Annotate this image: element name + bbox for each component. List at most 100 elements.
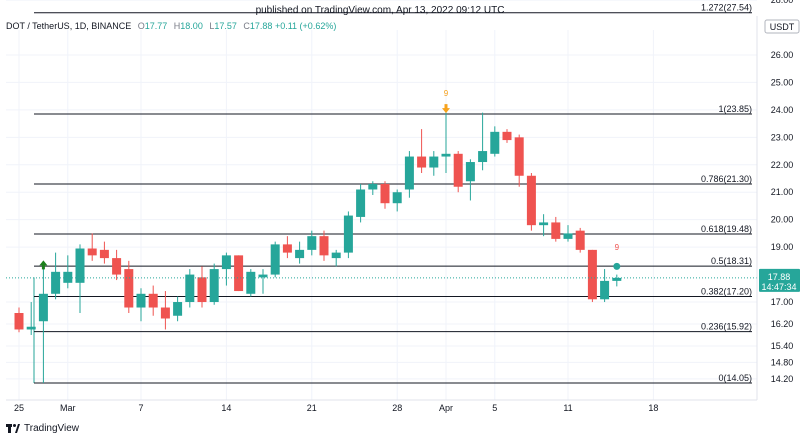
- candle-up: [209, 269, 219, 303]
- y-tick-label: 20.00: [771, 215, 794, 225]
- candle-up: [185, 274, 195, 303]
- candle-down: [234, 255, 244, 292]
- x-tick-label: 14: [221, 403, 231, 413]
- candle-down: [197, 277, 207, 303]
- candle-up: [136, 293, 146, 308]
- x-tick-label: 28: [392, 403, 402, 413]
- x-tick-label: 11: [563, 403, 572, 413]
- change-value: +0.11 (+0.62%): [274, 21, 337, 31]
- candle-down: [417, 156, 427, 168]
- candle-up: [429, 156, 439, 168]
- grid-lines: [6, 0, 757, 400]
- candle-down: [575, 230, 585, 250]
- y-tick-label: 26.00: [771, 50, 794, 60]
- close-label: C: [243, 21, 250, 31]
- x-tick-label: Apr: [439, 403, 453, 413]
- x-tick-label: Mar: [60, 403, 76, 413]
- candles: [6, 104, 757, 383]
- fib-level-label: 0.786(21.30): [701, 174, 752, 184]
- candle-up: [563, 233, 573, 239]
- fibonacci-retracement[interactable]: 1.272(27.54) 1(23.85) 0.786(21.30) 0.618(19…: [33, 3, 752, 384]
- candle-up: [441, 153, 451, 157]
- high-label: H: [173, 21, 181, 31]
- open-label: O: [137, 21, 145, 31]
- x-tick-label: 18: [648, 403, 658, 413]
- axes: 25 Mar 7 14 21 28 Apr 5 11 18 14.20 14.80 15.40 16.20…: [6, 0, 800, 413]
- tradingview-logo-icon: [6, 424, 20, 433]
- candle-down: [282, 244, 292, 253]
- candle-down: [87, 248, 97, 256]
- candle-down: [380, 183, 390, 204]
- y-tick-label: 21.00: [771, 187, 794, 197]
- candle-up: [490, 131, 500, 154]
- symbol-legend: DOT / TetherUS, 1D, BINANCE O17.77 H18.0…: [6, 21, 336, 31]
- candle-down: [148, 293, 158, 308]
- candle-up: [63, 271, 73, 283]
- close-value: 17.88: [249, 21, 273, 31]
- legend-symbol[interactable]: DOT / TetherUS, 1D, BINANCE: [6, 21, 132, 31]
- published-caption: published on TradingView.com, Apr 13, 20…: [255, 5, 505, 16]
- candle-down: [502, 131, 512, 141]
- candle-up: [612, 277, 622, 281]
- y-tick-label: 17.00: [771, 297, 794, 307]
- candle-down: [453, 153, 463, 187]
- td-sequential-count: 9: [615, 243, 620, 252]
- price-badge-box: [759, 268, 800, 292]
- fib-level-label: 0.5(18.31): [711, 256, 752, 266]
- y-tick-label: 23.00: [771, 132, 794, 142]
- candle-down: [112, 258, 122, 275]
- y-tick-label: 15.40: [771, 341, 794, 351]
- candle-up: [331, 252, 341, 259]
- candle-down: [99, 249, 109, 259]
- y-tick-label: 24.00: [771, 105, 794, 115]
- candle-up: [246, 271, 256, 294]
- candle-up: [356, 189, 366, 217]
- candle-up: [404, 156, 414, 190]
- candle-up: [270, 244, 280, 275]
- price-badge-value: 17.88: [768, 272, 791, 282]
- candle-up: [75, 248, 85, 283]
- open-value: 17.77: [144, 21, 168, 31]
- x-tick-label: 7: [138, 403, 143, 413]
- currency-box: [764, 19, 800, 34]
- low-label: L: [209, 21, 215, 31]
- y-tick-label: 28.00: [771, 0, 794, 5]
- candle-up: [173, 302, 183, 316]
- fib-level-label: 1.272(27.54): [701, 3, 752, 13]
- currency-text: USDT: [770, 22, 795, 32]
- fib-level-label: 0.236(15.92): [701, 322, 752, 332]
- x-tick-label: 5: [492, 403, 497, 413]
- candle-up: [478, 151, 488, 163]
- fib-level-label: 0.382(17.20): [701, 287, 752, 297]
- fib-level-label: 0.618(19.48): [701, 224, 752, 234]
- candle-up: [295, 249, 305, 259]
- candle-up: [307, 236, 317, 250]
- candle-up: [26, 326, 36, 330]
- candle-up: [221, 255, 231, 270]
- candle-down: [124, 269, 134, 308]
- y-tick-label: 14.20: [771, 374, 794, 384]
- y-tick-label: 22.00: [771, 160, 794, 170]
- footer-brand: TradingView: [24, 423, 80, 434]
- td-sequential-count: 9: [444, 89, 449, 98]
- y-tick-label: 14.80: [771, 357, 794, 367]
- candle-up: [38, 293, 48, 322]
- fib-level-label: 0(14.05): [718, 373, 752, 383]
- candle-up: [465, 162, 475, 182]
- candle-down: [14, 313, 24, 330]
- candle-down: [526, 175, 536, 226]
- sell-arrow-icon: [442, 104, 450, 114]
- candle-up: [539, 222, 549, 226]
- candle-up: [51, 271, 61, 294]
- x-tick-label: 21: [307, 403, 317, 413]
- candle-down: [514, 137, 524, 176]
- footer[interactable]: TradingView: [6, 423, 79, 434]
- price-badge-countdown: 14:47:34: [761, 282, 796, 292]
- fib-level-label: 1(23.85): [718, 104, 752, 114]
- candle-up: [392, 192, 402, 204]
- signal-dot-icon: [613, 262, 621, 270]
- high-value: 18.00: [180, 21, 203, 31]
- y-tick-label: 19.00: [771, 242, 794, 252]
